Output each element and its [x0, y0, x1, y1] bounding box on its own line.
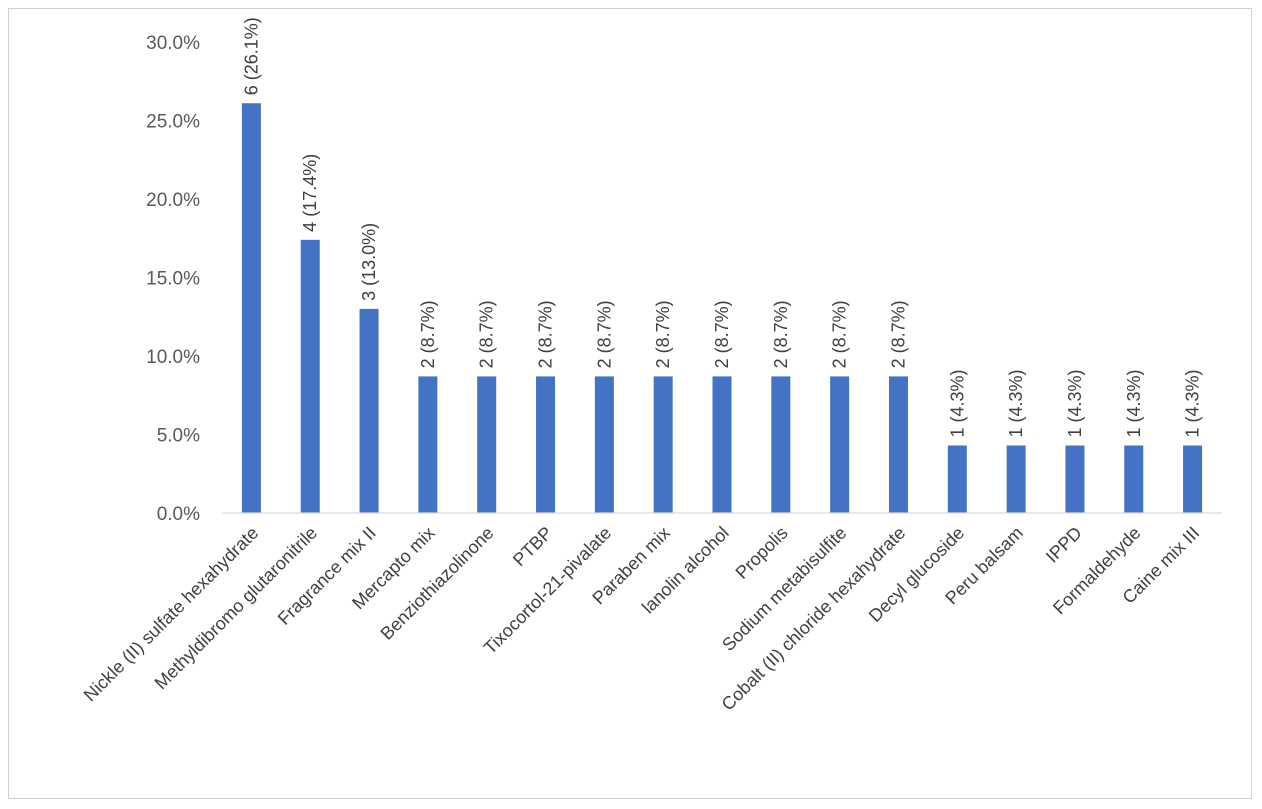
data-label: 1 (4.3%)	[1183, 369, 1203, 437]
chart-frame	[8, 8, 1252, 799]
data-label: 2 (8.7%)	[830, 300, 850, 368]
data-label: 6 (26.1%)	[241, 17, 261, 95]
bar	[1065, 445, 1085, 513]
category-label: IPPD	[1042, 523, 1086, 567]
y-tick-label: 25.0%	[146, 112, 200, 133]
y-tick-label: 15.0%	[146, 269, 200, 290]
bar	[1006, 445, 1026, 513]
bar	[418, 376, 438, 513]
y-tick-label: 30.0%	[146, 33, 200, 54]
bar	[477, 376, 497, 513]
data-label: 3 (13.0%)	[359, 223, 379, 301]
y-tick-label: 10.0%	[146, 347, 200, 368]
data-label: 2 (8.7%)	[712, 300, 732, 368]
data-label: 2 (8.7%)	[594, 300, 614, 368]
y-tick-label: 5.0%	[157, 426, 200, 447]
data-label: 1 (4.3%)	[1124, 369, 1144, 437]
data-label: 1 (4.3%)	[1006, 369, 1026, 437]
category-label: Propolis	[732, 523, 792, 583]
data-label: 2 (8.7%)	[771, 300, 791, 368]
bar	[771, 376, 791, 513]
bar	[594, 376, 614, 513]
bar	[359, 308, 379, 513]
bar	[653, 376, 673, 513]
data-label: 2 (8.7%)	[477, 300, 497, 368]
bar	[1124, 445, 1144, 513]
bar	[241, 103, 261, 513]
bar	[888, 376, 908, 513]
data-label: 4 (17.4%)	[300, 154, 320, 232]
y-tick-label: 20.0%	[146, 190, 200, 211]
bar	[536, 376, 556, 513]
data-label: 2 (8.7%)	[888, 300, 908, 368]
bar	[947, 445, 967, 513]
bar	[830, 376, 850, 513]
bar	[1183, 445, 1203, 513]
bar	[712, 376, 732, 513]
data-label: 1 (4.3%)	[947, 369, 967, 437]
data-label: 2 (8.7%)	[418, 300, 438, 368]
category-label: Benziothiazolinone	[377, 523, 498, 644]
data-label: 2 (8.7%)	[653, 300, 673, 368]
category-label: PTBP	[509, 523, 556, 570]
bar	[300, 239, 320, 513]
data-label: 1 (4.3%)	[1065, 369, 1085, 437]
data-label: 2 (8.7%)	[536, 300, 556, 368]
y-tick-label: 0.0%	[157, 504, 200, 525]
